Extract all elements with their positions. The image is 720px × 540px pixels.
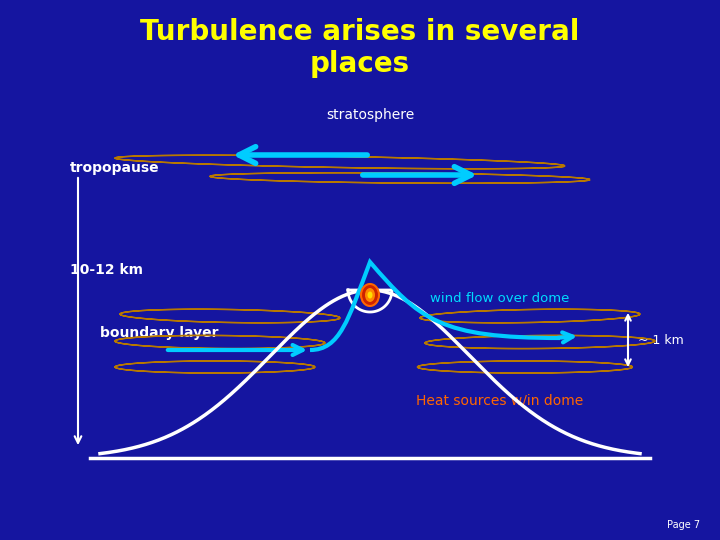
Polygon shape [115, 335, 325, 348]
Text: wind flow over dome: wind flow over dome [430, 292, 570, 305]
Polygon shape [120, 309, 340, 323]
Polygon shape [420, 309, 640, 323]
Text: Turbulence arises in several
places: Turbulence arises in several places [140, 18, 580, 78]
Text: Heat sources w/in dome: Heat sources w/in dome [416, 393, 584, 407]
Polygon shape [210, 173, 590, 183]
Text: tropopause: tropopause [70, 161, 160, 175]
Text: ~ 1 km: ~ 1 km [638, 334, 684, 347]
Text: stratosphere: stratosphere [326, 108, 414, 122]
Ellipse shape [367, 292, 372, 299]
Polygon shape [418, 361, 632, 373]
Text: Page 7: Page 7 [667, 520, 700, 530]
Ellipse shape [365, 288, 375, 302]
Text: 10-12 km: 10-12 km [70, 263, 143, 277]
Polygon shape [115, 155, 565, 169]
Polygon shape [115, 361, 315, 373]
Text: boundary layer: boundary layer [100, 326, 218, 340]
Polygon shape [425, 335, 655, 349]
Ellipse shape [361, 284, 379, 306]
